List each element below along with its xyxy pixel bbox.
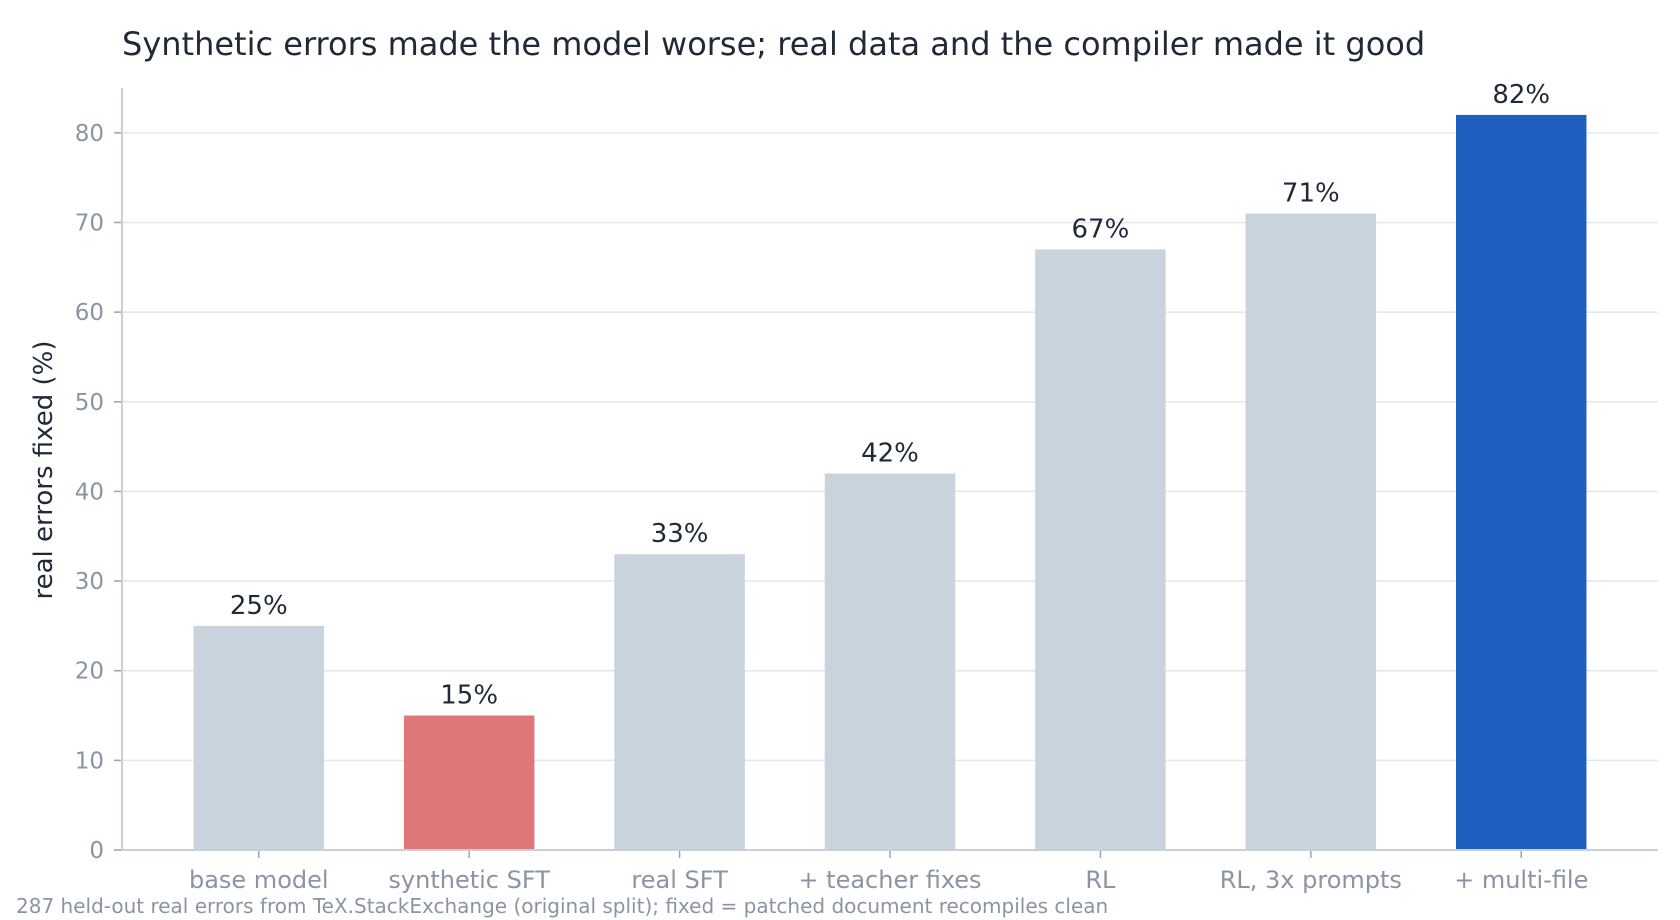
x-tick-label-1: synthetic SFT <box>388 866 550 894</box>
bar-real-sft <box>614 554 745 850</box>
y-tick-label-80: 80 <box>75 121 104 147</box>
bars <box>193 114 1587 851</box>
bar-teacher-fixes <box>824 473 956 850</box>
data-label-2: 33% <box>651 519 709 549</box>
bar-rl <box>1035 249 1166 851</box>
y-tick-label-30: 30 <box>75 569 104 595</box>
y-tick-label-60: 60 <box>75 300 104 326</box>
data-label-1: 15% <box>440 681 498 711</box>
y-axis-ticks: 0 10 20 30 40 50 60 70 80 <box>75 121 122 864</box>
x-tick-label-3: + teacher fixes <box>798 866 981 894</box>
y-tick-label-20: 20 <box>75 659 104 685</box>
bar-base-model <box>193 625 324 850</box>
x-axis-ticks: base model synthetic SFT real SFT + teacher… <box>189 850 1588 894</box>
data-label-6: 82% <box>1492 80 1550 110</box>
x-tick-label-0: base model <box>189 866 329 894</box>
chart-footnote: 287 held-out real errors from TeX.StackE… <box>16 894 1108 918</box>
chart-title: Synthetic errors made the model worse; r… <box>122 25 1425 63</box>
y-tick-label-50: 50 <box>75 390 104 416</box>
x-tick-label-5: RL, 3x prompts <box>1220 866 1402 894</box>
data-label-5: 71% <box>1282 179 1340 209</box>
x-tick-label-2: real SFT <box>631 866 728 894</box>
data-labels: 25% 15% 33% 42% 67% 71% 82% <box>230 80 1550 711</box>
x-tick-label-4: RL <box>1085 866 1116 894</box>
y-tick-label-40: 40 <box>75 479 104 505</box>
x-tick-label-6: + multi-file <box>1454 866 1588 894</box>
y-axis-label: real errors fixed (%) <box>29 340 59 599</box>
bar-rl-3x-prompts <box>1245 213 1377 851</box>
y-tick-label-0: 0 <box>89 838 104 864</box>
bar-synthetic-sft <box>403 715 535 850</box>
bar-multi-file <box>1456 114 1587 851</box>
y-tick-label-10: 10 <box>75 748 104 774</box>
data-label-0: 25% <box>230 591 288 621</box>
data-label-3: 42% <box>861 438 919 468</box>
y-tick-label-70: 70 <box>75 210 104 236</box>
data-label-4: 67% <box>1072 214 1130 244</box>
